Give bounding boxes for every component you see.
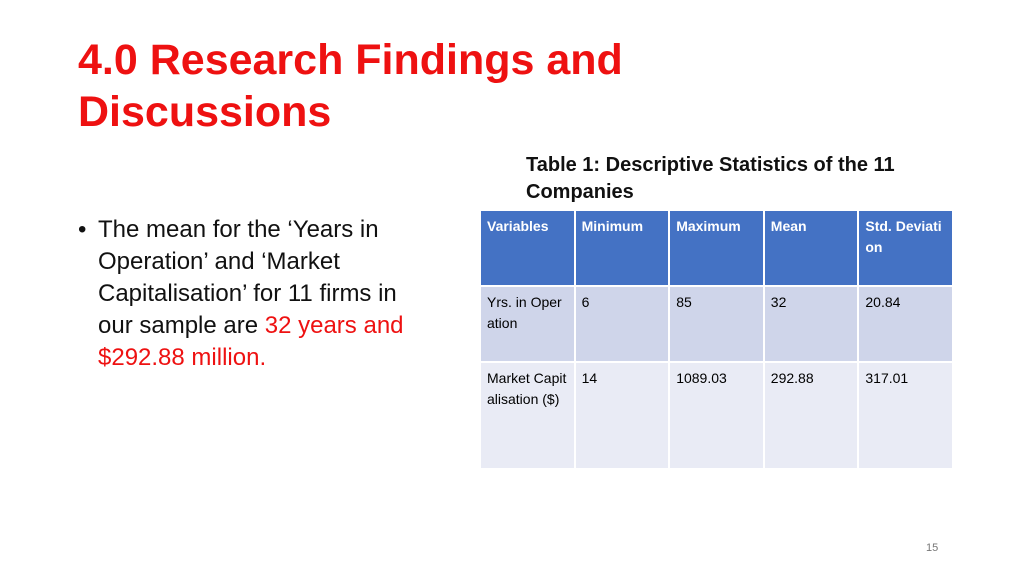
bullet-highlight: 32 years and $292.88 million. (98, 312, 404, 371)
slide-title: 4.0 Research Findings and Discussions (78, 36, 623, 136)
cell: 6 (573, 285, 671, 363)
cell: 20.84 (857, 285, 954, 363)
bullet-body: The mean for the ‘Years in Operation’ an… (98, 214, 428, 374)
cell: 317.01 (857, 361, 954, 470)
cell: Market Capitalisation ($) (479, 361, 576, 470)
bullet-dot: • (78, 216, 87, 243)
cell: 14 (573, 361, 671, 470)
stats-table: Variables Minimum Maximum Mean Std. Devi… (479, 209, 954, 470)
bullet: • The mean for the ‘Years in Operation’ … (78, 214, 428, 374)
cell: 32 (762, 285, 860, 363)
header-cell: Minimum (573, 209, 671, 287)
cell: Yrs. in Operation (479, 285, 576, 363)
header-cell: Maximum (668, 209, 765, 287)
table-caption: Table 1: Descriptive Statistics of the 1… (526, 154, 895, 203)
header-row: Variables Minimum Maximum Mean Std. Devi… (479, 209, 954, 287)
page-number: 15 (926, 542, 939, 554)
header-cell: Variables (479, 209, 576, 287)
cell: 292.88 (762, 361, 860, 470)
table-row: Yrs. in Operation 6 85 32 20.84 (479, 285, 954, 363)
table-row: Market Capitalisation ($) 14 1089.03 292… (479, 361, 954, 470)
bullet-text: The mean for the ‘Years in Operation’ an… (98, 216, 397, 339)
cell: 1089.03 (668, 361, 765, 470)
cell: 85 (668, 285, 765, 363)
header-cell: Mean (762, 209, 860, 287)
header-cell: Std. Deviation (857, 209, 954, 287)
